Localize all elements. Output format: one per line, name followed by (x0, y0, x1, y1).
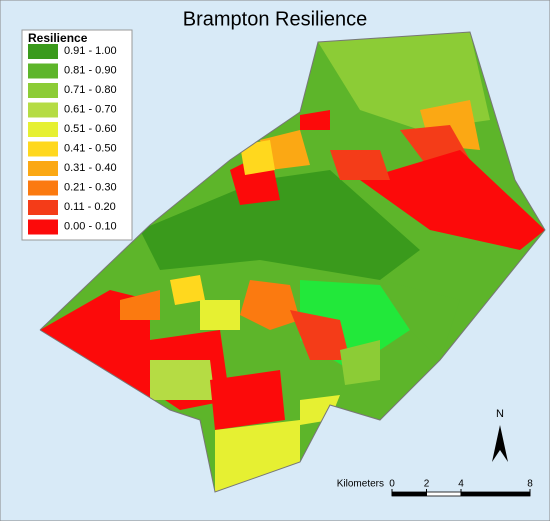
legend-label: 0.91 - 1.00 (64, 45, 117, 57)
legend-swatch (28, 44, 58, 59)
legend-label: 0.41 - 0.50 (64, 142, 117, 154)
legend-label: 0.11 - 0.20 (64, 201, 116, 213)
legend-swatch (28, 161, 58, 176)
legend-swatch (28, 180, 58, 196)
scale-tick-label: 2 (424, 479, 430, 490)
legend-swatch (28, 122, 58, 137)
legend-label: 0.71 - 0.80 (64, 84, 117, 96)
scale-bar: Kilometers 0 2 4 8 (337, 479, 533, 497)
scale-label: Kilometers (337, 479, 384, 490)
legend-label: 0.00 - 0.10 (64, 220, 117, 232)
legend-swatch (28, 63, 58, 79)
scale-segment (392, 492, 427, 496)
legend-swatch (28, 141, 58, 157)
legend-label: 0.31 - 0.40 (64, 162, 117, 174)
legend-label: 0.81 - 0.90 (64, 64, 117, 76)
legend-swatch (28, 219, 58, 235)
legend-label: 0.21 - 0.30 (64, 181, 117, 193)
legend-label: 0.61 - 0.70 (64, 103, 117, 115)
north-label: N (496, 408, 504, 420)
legend-label: 0.51 - 0.60 (64, 123, 117, 135)
map-title: Brampton Resilience (183, 8, 368, 30)
scale-segment (461, 492, 530, 496)
legend-items: 0.91 - 1.00 0.81 - 0.90 0.71 - 0.80 0.61 - … (28, 44, 117, 235)
scale-tick-label: 0 (389, 479, 395, 490)
legend-swatch (28, 83, 58, 98)
legend-swatch (28, 102, 58, 118)
scale-tick-label: 4 (458, 479, 464, 490)
north-arrow (492, 425, 508, 462)
legend-title: Resilience (28, 31, 88, 45)
scale-tick-label: 8 (527, 479, 533, 490)
city-boundary (39, 31, 546, 493)
legend-swatch (28, 200, 58, 215)
